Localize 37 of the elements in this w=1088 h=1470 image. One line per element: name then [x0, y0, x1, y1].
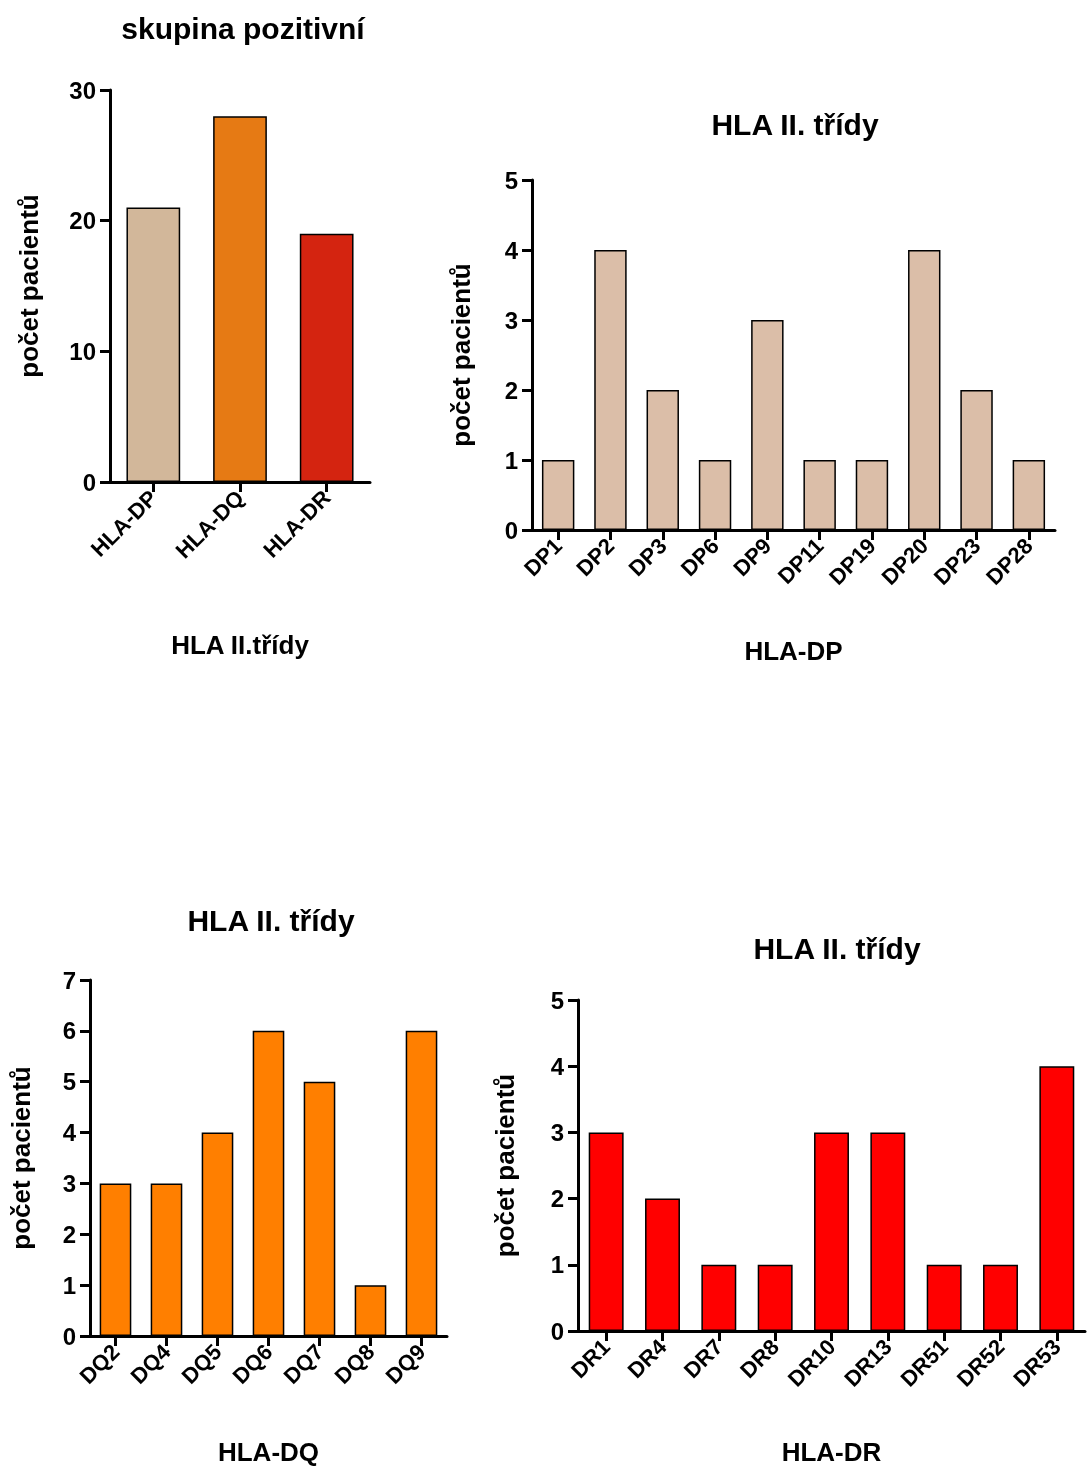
- chart-title: HLA II. třídy: [187, 903, 355, 937]
- y-tick-label: 0: [82, 468, 96, 496]
- y-tick-label: 20: [69, 207, 96, 235]
- y-tick-label: 10: [69, 337, 96, 365]
- chart-title: skupina pozitivní: [121, 11, 367, 45]
- y-axis-title: počet pacientů: [490, 1073, 520, 1258]
- y-tick-label: 2: [550, 1185, 564, 1213]
- y-tick-label: 2: [504, 376, 518, 404]
- y-tick-label: 5: [504, 166, 518, 194]
- y-tick-label: 1: [504, 446, 518, 474]
- y-tick-label: 3: [550, 1118, 564, 1146]
- y-tick-label: 5: [550, 986, 564, 1014]
- y-tick-label: 4: [62, 1119, 77, 1147]
- y-axis-title: počet pacientů: [446, 263, 476, 447]
- y-tick-label: 0: [550, 1317, 564, 1345]
- y-tick-label: 5: [62, 1068, 76, 1096]
- x-tick-label: DP6: [675, 533, 724, 582]
- y-axis-title: počet pacientů: [6, 1066, 36, 1250]
- y-tick-label: 3: [62, 1169, 76, 1197]
- y-axis-title: počet pacientů: [14, 194, 44, 378]
- y-tick-label: 6: [62, 1017, 76, 1045]
- x-axis-title: HLA-DP: [744, 636, 843, 666]
- y-tick-label: 2: [62, 1220, 76, 1248]
- y-tick-label: 30: [69, 76, 96, 104]
- y-tick-label: 0: [504, 516, 518, 544]
- chart-title: HLA II. třídy: [753, 931, 921, 965]
- y-tick-label: 7: [62, 966, 76, 994]
- y-tick-label: 1: [550, 1251, 564, 1279]
- y-tick-label: 4: [550, 1052, 565, 1080]
- y-tick-label: 3: [504, 306, 518, 334]
- x-axis-title: HLA-DR: [781, 1437, 882, 1467]
- y-tick-label: 4: [504, 236, 519, 264]
- chart-title: HLA II. třídy: [711, 107, 879, 141]
- x-axis-title: HLA II.třídy: [171, 630, 310, 660]
- y-tick-label: 1: [62, 1271, 76, 1299]
- y-tick-label: 0: [62, 1322, 76, 1350]
- x-axis-title: HLA-DQ: [217, 1437, 320, 1467]
